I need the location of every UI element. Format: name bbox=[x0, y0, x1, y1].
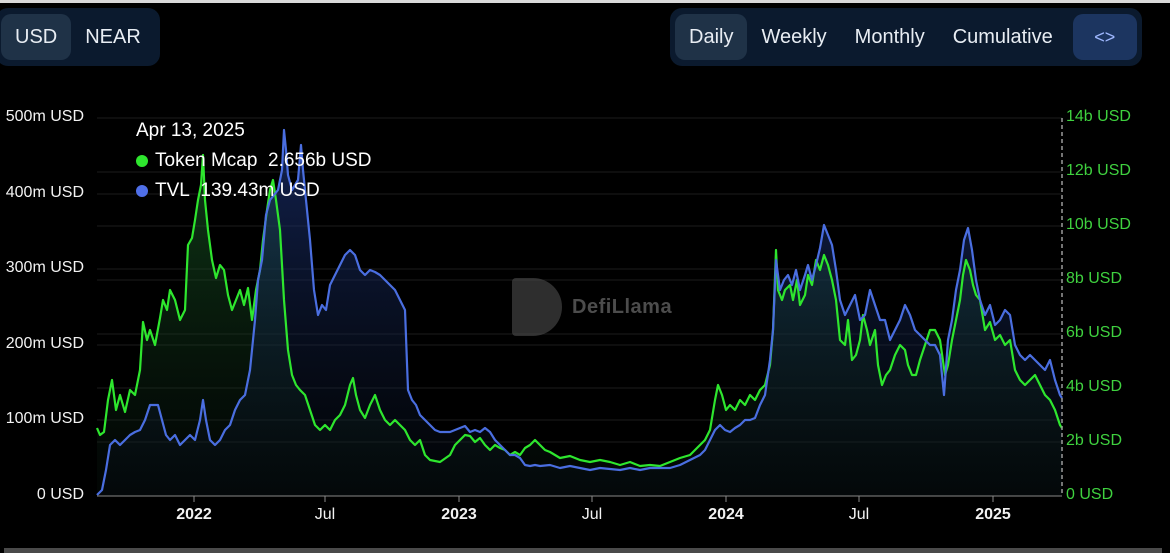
y-left-tick-200m: 200m USD bbox=[5, 335, 84, 352]
horizontal-scrollbar[interactable] bbox=[4, 548, 1162, 553]
period-weekly-button[interactable]: Weekly bbox=[761, 25, 827, 48]
tooltip-date: Apr 13, 2025 bbox=[136, 120, 245, 141]
defillama-watermark: DefiLlama bbox=[512, 278, 672, 336]
y-right-tick-2b: 2b USD bbox=[1066, 432, 1123, 449]
y-left-tick-100m: 100m USD bbox=[5, 410, 84, 427]
tvl-line bbox=[96, 128, 1063, 496]
x-tick-2023: 2023 bbox=[441, 506, 477, 523]
currency-toggle: USD NEAR bbox=[0, 8, 160, 66]
tooltip-row-token-mcap: Token Mcap 2.656b USD bbox=[136, 146, 372, 176]
tvl-dot-icon bbox=[136, 185, 148, 197]
watermark-text: DefiLlama bbox=[572, 295, 673, 318]
token-mcap-dot-icon bbox=[136, 155, 148, 167]
period-cumulative-button[interactable]: Cumulative bbox=[952, 25, 1053, 48]
top-border bbox=[0, 0, 1170, 3]
tooltip-series-value: 139.43m USD bbox=[200, 180, 320, 201]
x-tick-2024: 2024 bbox=[708, 506, 744, 523]
y-left-tick-500m: 500m USD bbox=[5, 108, 84, 125]
x-tick-2025: 2025 bbox=[975, 506, 1011, 523]
tvl-area bbox=[97, 130, 1062, 496]
y-right-tick-4b: 4b USD bbox=[1066, 378, 1123, 395]
llama-logo-icon bbox=[512, 278, 562, 336]
tooltip-series-name: Token Mcap bbox=[155, 150, 258, 171]
period-daily-button[interactable]: Daily bbox=[675, 14, 748, 60]
period-monthly-button[interactable]: Monthly bbox=[854, 25, 925, 48]
code-brackets-icon: <> bbox=[1094, 26, 1116, 47]
x-tick-jul-2023: Jul bbox=[581, 506, 603, 523]
tooltip-series-name: TVL bbox=[155, 180, 190, 201]
x-tick-jul-2024: Jul bbox=[848, 506, 870, 523]
y-right-tick-0: 0 USD bbox=[1066, 486, 1114, 503]
y-left-tick-300m: 300m USD bbox=[5, 259, 84, 276]
currency-usd-button[interactable]: USD bbox=[1, 14, 72, 60]
x-axis-ticks bbox=[193, 496, 994, 502]
token-mcap-line bbox=[95, 153, 1063, 468]
period-toggle: Daily Weekly Monthly Cumulative <> bbox=[670, 8, 1142, 66]
y-right-tick-8b: 8b USD bbox=[1066, 270, 1123, 287]
y-right-tick-14b: 14b USD bbox=[1066, 108, 1131, 125]
x-tick-jul-2022: Jul bbox=[314, 506, 336, 523]
y-right-tick-10b: 10b USD bbox=[1066, 216, 1131, 233]
embed-code-button[interactable]: <> bbox=[1072, 14, 1137, 60]
chart-tooltip: Apr 13, 2025 Token Mcap 2.656b USD TVL 1… bbox=[136, 116, 372, 206]
y-right-tick-6b: 6b USD bbox=[1066, 324, 1123, 341]
y-right-tick-12b: 12b USD bbox=[1066, 162, 1131, 179]
y-left-tick-0: 0 USD bbox=[36, 486, 84, 503]
x-tick-2022: 2022 bbox=[176, 506, 212, 523]
tooltip-row-tvl: TVL 139.43m USD bbox=[136, 176, 372, 206]
tooltip-series-value: 2.656b USD bbox=[268, 150, 372, 171]
currency-near-button[interactable]: NEAR bbox=[85, 25, 141, 48]
y-left-tick-400m: 400m USD bbox=[5, 184, 84, 201]
